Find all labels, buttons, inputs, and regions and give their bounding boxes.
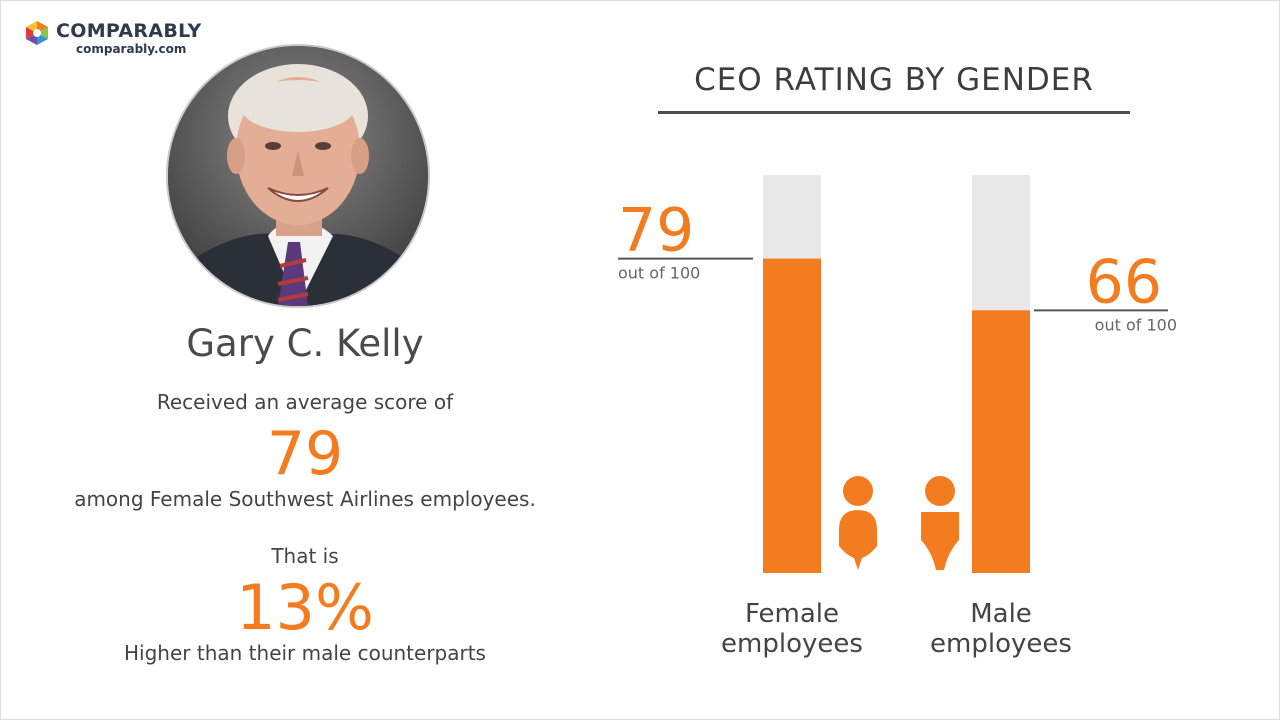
ceo-name: Gary C. Kelly xyxy=(186,322,424,365)
category-label-2-line-1: Male xyxy=(970,599,1032,629)
female-person-icon xyxy=(839,510,877,570)
female-person-icon-head xyxy=(843,476,873,506)
comparably-logo-icon xyxy=(26,21,48,45)
ceo-photo-illustration xyxy=(168,46,428,306)
male-person-icon xyxy=(921,512,959,570)
logo-name: COMPARABLY xyxy=(56,20,202,42)
category-label-1-line-1: Female xyxy=(745,599,839,629)
value-label-2: 66 xyxy=(1086,247,1162,317)
value-sublabel-2: out of 100 xyxy=(1095,315,1177,334)
among-text: among Female Southwest Airlines employee… xyxy=(74,487,536,511)
chart-title: CEO RATING BY GENDER xyxy=(694,62,1094,98)
ceo-portrait xyxy=(166,44,430,308)
average-score: 79 xyxy=(266,419,344,489)
category-label-2-line-2: employees xyxy=(930,629,1072,659)
that-is-text: That is xyxy=(271,544,339,568)
received-text: Received an average score of xyxy=(156,390,454,414)
bar-1 xyxy=(763,258,821,573)
logo-url: comparably.com xyxy=(76,42,187,56)
value-sublabel-1: out of 100 xyxy=(618,264,700,283)
bar-2 xyxy=(972,310,1030,573)
higher-text: Higher than their male counterparts xyxy=(124,641,486,665)
title-underline xyxy=(658,111,1130,114)
comparably-logo[interactable]: COMPARABLY comparably.com xyxy=(24,18,224,60)
value-label-1: 79 xyxy=(618,196,694,266)
category-label-1-line-2: employees xyxy=(721,629,863,659)
percent-difference: 13% xyxy=(236,571,374,644)
male-person-icon-head xyxy=(925,476,955,506)
